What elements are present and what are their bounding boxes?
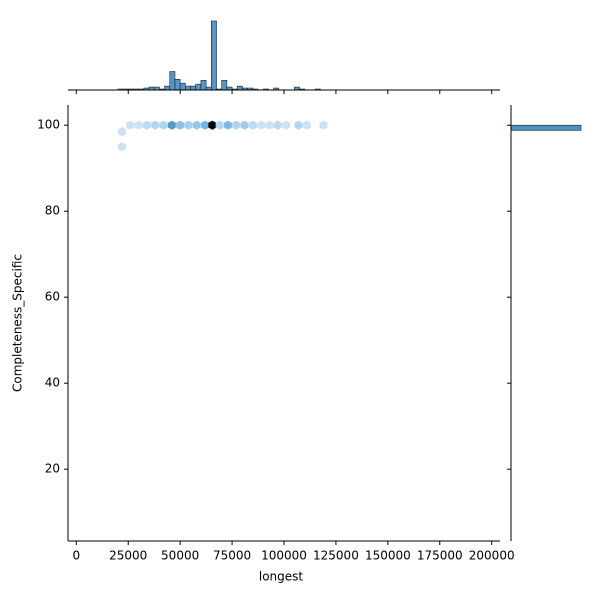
histogram-bar (211, 20, 217, 91)
y-tick-label: 100 (37, 118, 60, 132)
hexbin (134, 120, 143, 130)
hexbin (215, 120, 224, 130)
hexbin (159, 120, 168, 130)
histogram-bar (169, 71, 176, 91)
histogram-bar (195, 83, 202, 91)
x-tick-label: 125000 (313, 549, 359, 563)
y-axis-label: Completeness_Specific (11, 254, 25, 392)
histogram-bar (221, 79, 228, 91)
histogram-bar (236, 85, 243, 91)
hexbin (151, 120, 160, 130)
y-tick-label: 60 (45, 290, 60, 304)
hexbin (302, 120, 311, 130)
hexbin (201, 120, 210, 130)
x-tick-label: 25000 (109, 549, 147, 563)
hexbin (118, 142, 126, 152)
y-tick-label: 40 (45, 376, 60, 390)
x-tick-label: 0 (72, 549, 80, 563)
hexbin (126, 120, 135, 130)
hexbin (118, 127, 126, 137)
x-tick-label: 175000 (417, 549, 463, 563)
histogram-bar (510, 124, 582, 131)
histogram-bar (164, 85, 171, 91)
hexbin (273, 120, 282, 130)
histogram-bar (179, 82, 186, 91)
hexbin (257, 120, 266, 130)
x-tick-label: 50000 (161, 549, 199, 563)
x-axis-label: longest (259, 570, 304, 584)
hexbin (176, 120, 185, 130)
hexbin (294, 120, 303, 130)
histogram-bar (174, 79, 181, 91)
hexbin (223, 120, 232, 130)
hexbin (248, 120, 257, 130)
x-tick-label: 150000 (365, 549, 411, 563)
histogram-bar (185, 85, 191, 91)
y-tick-label: 20 (45, 462, 60, 476)
hexbin (240, 120, 249, 130)
hexbin (319, 120, 328, 130)
y-tick-label: 80 (45, 204, 60, 218)
hexbin (184, 120, 193, 130)
x-tick-label: 200000 (469, 549, 515, 563)
hexbin (142, 120, 151, 130)
hexbin (232, 120, 241, 130)
x-tick-label: 75000 (213, 549, 251, 563)
hexbin (192, 120, 201, 130)
hexbin (265, 120, 274, 130)
histogram-bar (190, 85, 197, 91)
x-tick-label: 100000 (261, 549, 307, 563)
histogram-bar (200, 79, 207, 91)
hexbin (167, 120, 176, 130)
hexbin (282, 120, 291, 130)
hexbin (208, 120, 217, 130)
